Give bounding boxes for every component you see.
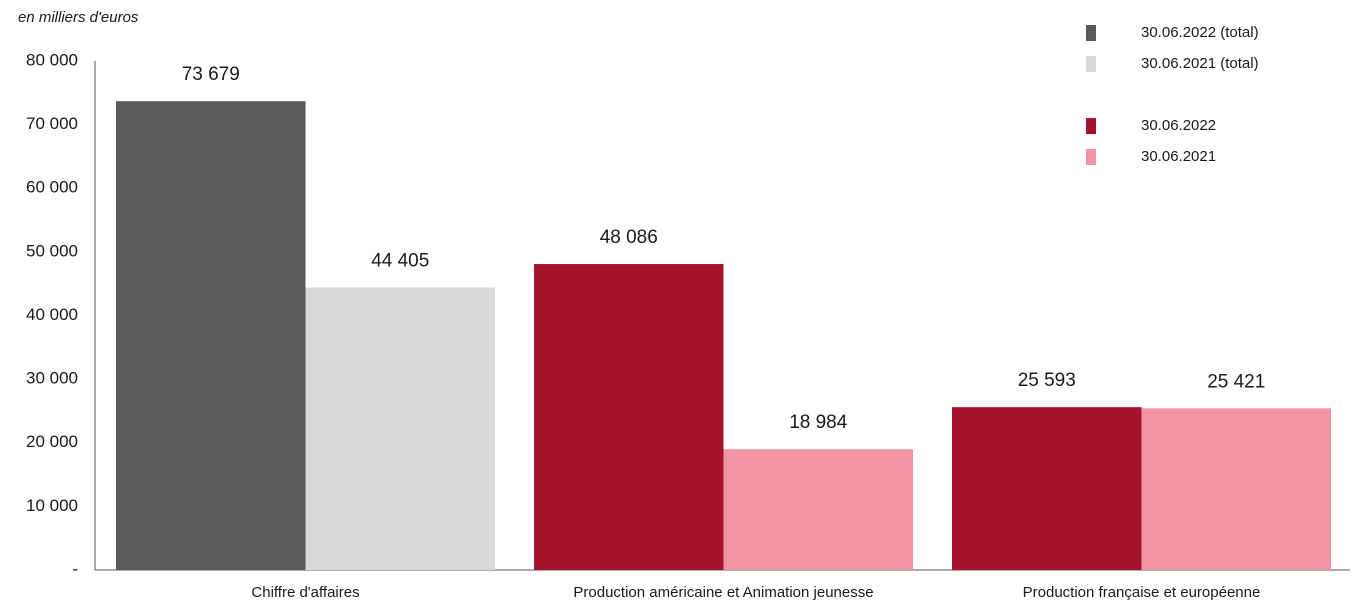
y-tick-label: 70 000 xyxy=(26,114,78,133)
legend-label: 30.06.2021 xyxy=(1141,148,1216,165)
value-label: 73 679 xyxy=(182,64,240,85)
x-tick-label: Production américaine et Animation jeune… xyxy=(573,584,873,601)
legend-label: 30.06.2022 xyxy=(1141,117,1216,134)
bar xyxy=(1141,408,1331,570)
legend-swatch xyxy=(1086,56,1096,72)
value-label: 25 421 xyxy=(1207,371,1265,392)
value-label: 48 086 xyxy=(600,227,658,248)
y-tick-label: 20 000 xyxy=(26,432,78,451)
bar xyxy=(534,264,724,570)
value-label: 25 593 xyxy=(1018,370,1076,391)
legend-label: 30.06.2022 (total) xyxy=(1141,24,1259,41)
y-tick-label: 80 000 xyxy=(26,50,78,69)
legend-swatch xyxy=(1086,149,1096,165)
legend-swatch xyxy=(1086,118,1096,134)
y-tick-label: - xyxy=(72,559,78,578)
y-tick-label: 40 000 xyxy=(26,305,78,324)
value-label: 44 405 xyxy=(371,250,429,271)
legend-label: 30.06.2021 (total) xyxy=(1141,55,1259,72)
bar xyxy=(116,101,306,571)
subtitle: en milliers d'euros xyxy=(18,9,139,26)
y-tick-label: 60 000 xyxy=(26,178,78,197)
y-tick-label: 10 000 xyxy=(26,496,78,515)
legend-swatch xyxy=(1086,25,1096,41)
y-tick-label: 50 000 xyxy=(26,241,78,260)
bar xyxy=(723,449,913,570)
bar xyxy=(952,407,1142,570)
x-tick-label: Production française et européenne xyxy=(1023,584,1261,601)
x-tick-label: Chiffre d'affaires xyxy=(251,584,359,601)
bar xyxy=(305,287,495,570)
value-label: 18 984 xyxy=(789,412,848,433)
y-tick-label: 30 000 xyxy=(26,369,78,388)
